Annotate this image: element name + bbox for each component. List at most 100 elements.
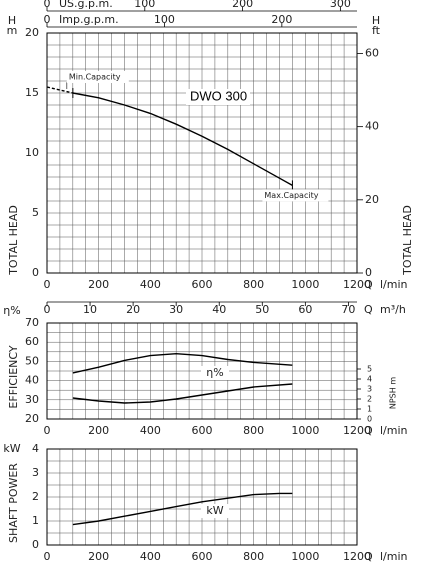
top-axis-label: Imp.g.p.m. xyxy=(59,13,119,26)
x-symbol: Q xyxy=(364,424,373,437)
top-axis-tick-label: 0 xyxy=(44,0,51,10)
y2-tick-label: 2 xyxy=(367,395,372,404)
bottom-axis-tick-label: 40 xyxy=(212,303,226,316)
y-tick-label: 15 xyxy=(25,86,39,99)
bottom-axis-tick-label: 30 xyxy=(169,303,183,316)
x-tick-label: 200 xyxy=(88,278,109,291)
y-axis-label: EFFICIENCY xyxy=(7,345,20,408)
y2-symbol: H xyxy=(372,14,380,27)
max-capacity-label: Max.Capacity xyxy=(264,191,318,200)
x-unit: l/min xyxy=(380,424,408,437)
y-symbol: H xyxy=(8,14,16,27)
y-symbol: η% xyxy=(3,304,20,317)
y-tick-label: 20 xyxy=(25,412,39,425)
bottom-axis-symbol: Q xyxy=(364,303,373,316)
top-axis-tick-label: 100 xyxy=(134,0,155,10)
bottom-axis-tick-label: 0 xyxy=(44,303,51,316)
x-tick-label: 400 xyxy=(140,550,161,563)
curve xyxy=(72,383,293,404)
x-tick-label: 400 xyxy=(140,278,161,291)
plot-frame xyxy=(46,32,358,274)
x-tick-label: 400 xyxy=(140,424,161,437)
bottom-axis-unit: m³/h xyxy=(380,303,406,316)
y-tick-label: 4 xyxy=(32,442,39,455)
y-axis-label: TOTAL HEAD xyxy=(7,205,20,276)
y2-tick-label: 0 xyxy=(365,266,372,279)
y-tick-label: 20 xyxy=(25,26,39,39)
y2-tick-label: 20 xyxy=(365,193,379,206)
top-axis-tick-label: 300 xyxy=(330,0,351,10)
x-tick-label: 0 xyxy=(44,424,51,437)
y-tick-label: 40 xyxy=(25,374,39,387)
curve xyxy=(72,352,293,374)
top-axis-tick-label: 100 xyxy=(154,13,175,26)
y-tick-label: 2 xyxy=(32,490,39,503)
model-bg xyxy=(186,89,250,105)
x-symbol: Q xyxy=(364,550,373,563)
x-unit: l/min xyxy=(380,550,408,563)
bottom-axis-tick-label: 10 xyxy=(83,303,97,316)
y-tick-label: 50 xyxy=(25,354,39,367)
model-label: DWO 300 xyxy=(190,88,247,103)
x-tick-label: 1200 xyxy=(343,550,371,563)
curve-label-bg xyxy=(201,366,229,380)
y-axis-label: SHAFT POWER xyxy=(7,463,20,543)
top-axis-tick-label: 200 xyxy=(271,13,292,26)
x-tick-label: 600 xyxy=(192,424,213,437)
bottom-axis-tick-label: 50 xyxy=(255,303,269,316)
x-tick-label: 800 xyxy=(243,550,264,563)
y-tick-label: 0 xyxy=(32,538,39,551)
top-axis-tick-label: 0 xyxy=(44,13,51,26)
y2-tick-label: 60 xyxy=(365,46,379,59)
y2-axis-label: TOTAL HEAD xyxy=(401,205,414,276)
y2-axis-label: NPSH m xyxy=(389,377,398,409)
x-tick-label: 800 xyxy=(243,278,264,291)
annotation-bg xyxy=(262,189,329,202)
y-unit: m xyxy=(7,24,18,37)
curve-label: kW xyxy=(206,504,223,517)
x-unit: l/min xyxy=(380,278,408,291)
y-tick-label: 60 xyxy=(25,335,39,348)
curve xyxy=(46,86,73,94)
curve xyxy=(72,492,293,526)
y-tick-label: 1 xyxy=(32,514,39,527)
y-tick-label: 10 xyxy=(25,146,39,159)
curve xyxy=(72,92,293,187)
x-tick-label: 0 xyxy=(44,278,51,291)
y-unit: kW xyxy=(3,442,20,455)
x-tick-label: 800 xyxy=(243,424,264,437)
y2-tick-label: 40 xyxy=(365,120,379,133)
x-tick-label: 600 xyxy=(192,550,213,563)
y2-tick-label: 0 xyxy=(367,415,372,424)
y2-tick-label: 3 xyxy=(367,385,372,394)
annotation-bg xyxy=(66,71,129,83)
x-symbol: Q xyxy=(364,278,373,291)
plot-frame xyxy=(46,322,358,420)
y-tick-label: 70 xyxy=(25,316,39,329)
y2-tick-label: 1 xyxy=(367,405,372,414)
y2-tick-label: 4 xyxy=(367,375,372,384)
y-tick-label: 5 xyxy=(32,206,39,219)
x-tick-label: 1200 xyxy=(343,424,371,437)
bottom-axis-tick-label: 70 xyxy=(341,303,355,316)
curve-label-bg xyxy=(201,504,229,518)
top-axis-tick-label: 200 xyxy=(232,0,253,10)
x-tick-label: 1000 xyxy=(291,278,319,291)
top-axis-label: US.g.p.m. xyxy=(59,0,113,10)
y2-unit: ft xyxy=(372,24,381,37)
x-tick-label: 200 xyxy=(88,424,109,437)
bottom-axis-tick-label: 60 xyxy=(298,303,312,316)
y-tick-label: 30 xyxy=(25,393,39,406)
min-capacity-label: Min.Capacity xyxy=(69,73,121,82)
y-tick-label: 3 xyxy=(32,466,39,479)
x-tick-label: 1000 xyxy=(291,424,319,437)
y2-tick-label: 5 xyxy=(367,365,372,374)
x-tick-label: 600 xyxy=(192,278,213,291)
plot-frame xyxy=(46,448,358,546)
y-tick-label: 0 xyxy=(32,266,39,279)
x-tick-label: 200 xyxy=(88,550,109,563)
x-tick-label: 1000 xyxy=(291,550,319,563)
bottom-axis-tick-label: 20 xyxy=(126,303,140,316)
